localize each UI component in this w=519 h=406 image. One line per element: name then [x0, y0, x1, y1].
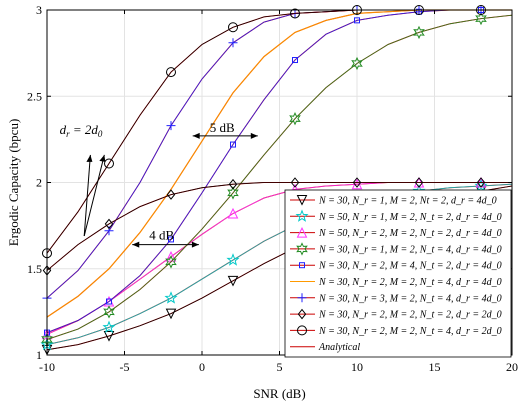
marker-square — [168, 236, 174, 243]
y-tick-label: 3 — [36, 3, 42, 17]
marker-plus — [228, 38, 238, 48]
marker-star — [295, 209, 309, 222]
x-tick-label: 20 — [506, 360, 518, 374]
marker-star — [226, 253, 240, 266]
x-tick-label: 15 — [429, 360, 441, 374]
marker-triangle-up — [296, 226, 308, 238]
marker-circle — [104, 158, 114, 169]
marker-hexagram — [351, 56, 363, 71]
y-tick-label: 2 — [36, 176, 42, 190]
annotation-4db: 4 dB — [149, 228, 174, 243]
legend-label: Analytical — [318, 342, 360, 353]
marker-hexagram — [227, 186, 239, 200]
legend-entry: N = 30, N_r = 2, M = 2, N_t = 4, d_r = 2… — [290, 325, 502, 337]
legend-label: N = 30, N_r = 2, M = 4, N_t = 2, d_r = 4… — [318, 261, 502, 272]
marker-triangle-down — [103, 331, 115, 342]
marker-star — [164, 291, 178, 304]
marker-circle — [166, 67, 176, 78]
marker-hexagram — [296, 242, 308, 256]
marker-hexagram — [165, 255, 177, 269]
annotations: 5 dB 4 dB dr = 2d0 — [60, 120, 258, 248]
y-tick-label: 1 — [36, 348, 42, 362]
legend-entry: Analytical — [290, 342, 360, 353]
marker-square — [354, 17, 360, 24]
marker-circle — [290, 8, 300, 19]
x-tick-label: 0 — [199, 360, 205, 374]
marker-square — [230, 141, 236, 148]
marker-diamond — [414, 177, 424, 188]
annotation-dr: dr = 2d0 — [60, 122, 103, 139]
marker-hexagram — [289, 112, 301, 126]
marker-star — [474, 179, 488, 192]
marker-circle — [228, 22, 238, 33]
marker-hexagram — [103, 305, 115, 319]
legend-entry: N = 50, N_r = 2, M = 2, N_t = 2, d_r = 4… — [290, 226, 502, 239]
arrow-dr-left — [83, 154, 91, 237]
marker-square — [106, 298, 112, 305]
legend-entry: N = 30, N_r = 2, M = 4, N_t = 2, d_r = 4… — [290, 261, 502, 272]
marker-triangle-down — [227, 275, 239, 287]
arrow-head — [192, 132, 200, 139]
legend-label: N = 30, N_r = 2, M = 2, N_t = 2, d_r = 2… — [318, 310, 502, 321]
annotation-5db: 5 dB — [210, 120, 235, 135]
marker-diamond — [228, 178, 238, 190]
y-axis-label: Ergodic Capacity (bpcu) — [6, 119, 21, 247]
marker-plus — [166, 121, 176, 131]
marker-square — [292, 57, 298, 64]
marker-hexagram — [475, 11, 487, 26]
legend: N = 30, N_r = 1, M = 2, Nt = 2, d_r = 4d… — [284, 189, 512, 358]
arrow-head — [86, 154, 93, 162]
marker-diamond — [297, 308, 307, 320]
marker-star — [102, 320, 116, 333]
legend-label: N = 50, N_r = 2, M = 2, N_t = 2, d_r = 4… — [318, 228, 502, 239]
x-tick-label: -5 — [120, 360, 130, 374]
x-axis-label: SNR (dB) — [253, 386, 305, 401]
x-tick-label: -10 — [39, 360, 55, 374]
legend-entry: N = 30, N_r = 2, M = 2, N_t = 2, d_r = 2… — [290, 308, 502, 321]
y-tick-label: 2.5 — [27, 89, 42, 103]
marker-diamond — [476, 177, 486, 188]
marker-circle — [297, 325, 307, 336]
marker-diamond — [166, 189, 176, 200]
series-line — [46, 14, 513, 340]
legend-entry: N = 30, N_r = 2, M = 2, N_t = 4, d_r = 4… — [290, 277, 502, 288]
legend-label: N = 30, N_r = 2, M = 2, N_t = 4, d_r = 4… — [318, 277, 502, 288]
legend-label: N = 30, N_r = 1, M = 2, N_t = 4, d_r = 4… — [318, 244, 502, 255]
marker-diamond — [290, 177, 300, 188]
legend-box — [284, 189, 512, 358]
marker-hexagram — [413, 25, 425, 40]
arrow-head — [191, 241, 199, 248]
marker-triangle-down — [165, 308, 177, 320]
legend-entry: N = 30, N_r = 1, M = 2, N_t = 4, d_r = 4… — [290, 242, 502, 256]
legend-entry: N = 30, N_r = 3, M = 2, N_t = 4, d_r = 4… — [290, 293, 502, 304]
legend-entry: N = 30, N_r = 1, M = 2, Nt = 2, d_r = 4d… — [290, 195, 497, 207]
y-tick-label: 1.5 — [27, 262, 42, 276]
arrow-head — [250, 132, 258, 139]
x-tick-label: 5 — [277, 360, 283, 374]
legend-label: N = 30, N_r = 2, M = 2, N_t = 4, d_r = 2… — [318, 326, 502, 337]
arrow-dr-right — [83, 154, 105, 237]
marker-plus — [297, 293, 307, 303]
legend-label: N = 50, N_r = 1, M = 2, N_t = 2, d_r = 4… — [318, 212, 502, 223]
series-diamond — [42, 177, 512, 276]
legend-label: N = 30, N_r = 1, M = 2, Nt = 2, d_r = 4d… — [318, 196, 497, 207]
series-star — [40, 179, 513, 351]
marker-diamond — [104, 218, 114, 230]
marker-triangle-down — [296, 195, 308, 206]
legend-entry: N = 50, N_r = 1, M = 2, N_t = 2, d_r = 4… — [290, 209, 502, 223]
series-line — [46, 183, 513, 345]
legend-label: N = 30, N_r = 3, M = 2, N_t = 4, d_r = 4… — [318, 293, 502, 304]
marker-square — [299, 262, 305, 269]
series-line — [46, 182, 512, 271]
marker-triangle-up — [227, 207, 239, 219]
x-tick-label: 10 — [351, 360, 363, 374]
arrow-head — [132, 241, 140, 248]
arrow-head — [99, 154, 106, 162]
marker-diamond — [352, 177, 362, 188]
